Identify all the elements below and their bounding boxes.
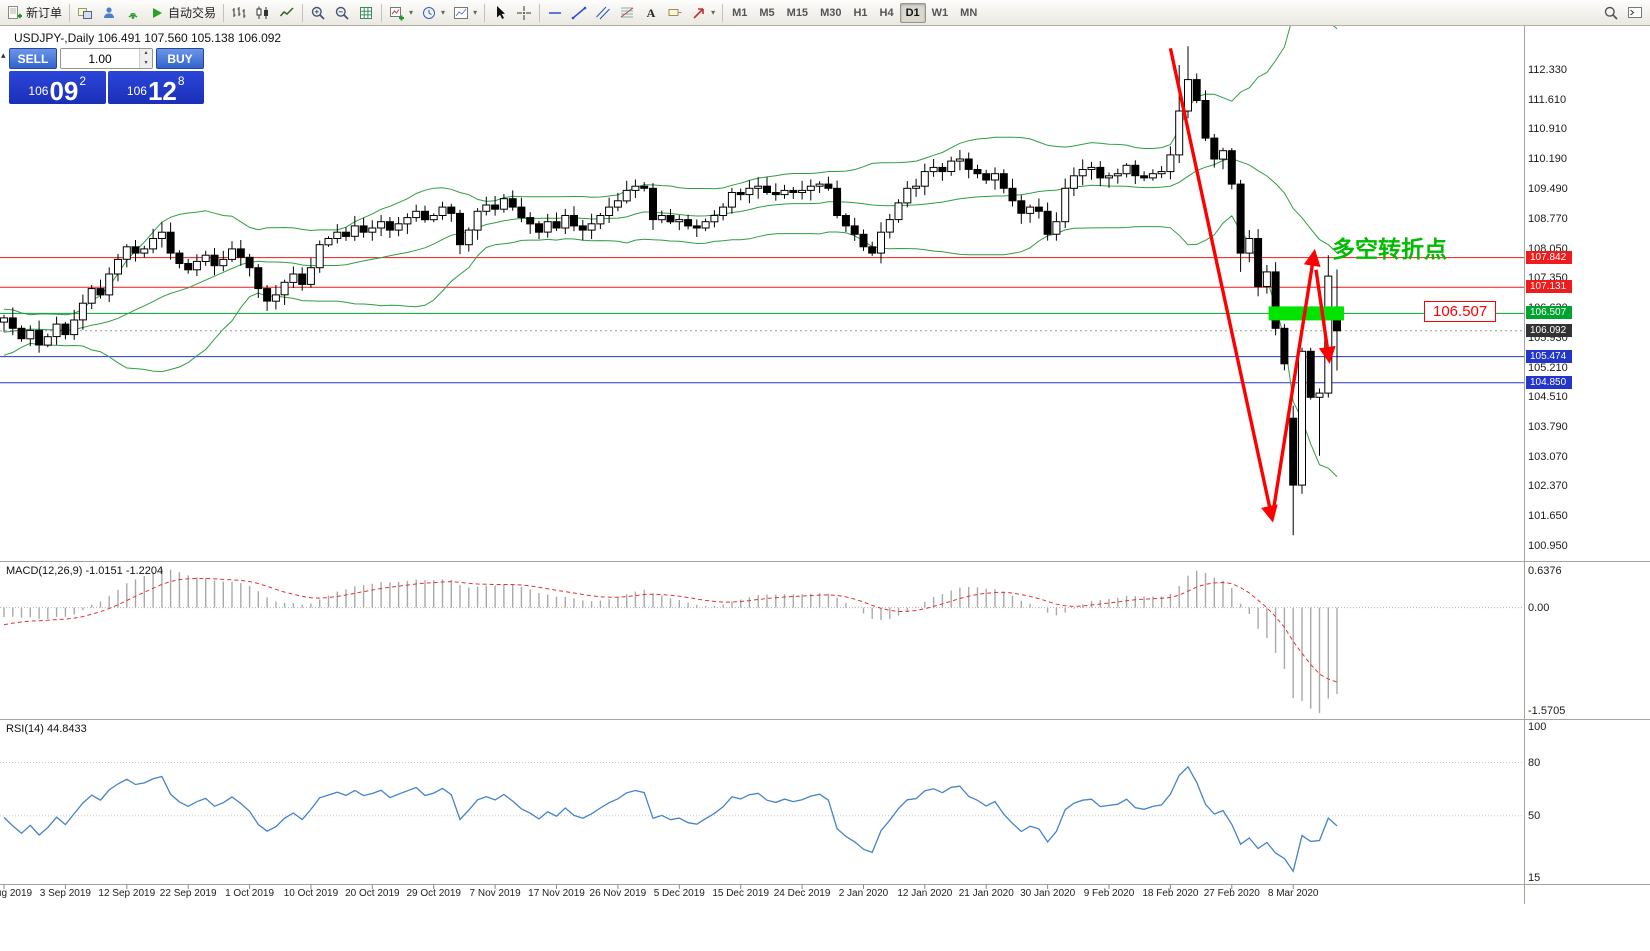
channel-icon [596,6,610,19]
timeframe-m1-button[interactable]: M1 [732,6,748,19]
timeframe-h1-button[interactable]: H1 [853,6,868,19]
timeframe-d1-button[interactable]: D1 [899,2,926,23]
periods-button[interactable]: ▾ [417,2,449,24]
search-button[interactable] [1599,2,1623,24]
grid-button[interactable] [354,2,378,24]
one-click-prices-row: 106 09 2 106 12 8 [9,71,204,104]
new-chart-button[interactable]: ▾ [385,2,417,24]
price-level-label[interactable]: 106.507 [1424,301,1497,322]
new-order-button[interactable]: 新订单 [3,2,66,24]
zoom-in-button[interactable] [306,2,330,24]
trend-arrows[interactable] [1168,47,1336,523]
zoomin-icon [311,6,325,20]
cursor-icon [497,5,506,19]
chart-canvas[interactable] [0,26,1650,951]
templates-button[interactable]: ▾ [449,2,481,24]
bars-icon [232,6,246,18]
crosshair-icon [517,5,532,20]
toolbar-separator [381,3,383,22]
timeframe-m15-button[interactable]: M15 [786,6,809,19]
symbol-ohlc-header: USDJPY-,Daily 106.491 107.560 105.138 10… [14,31,282,45]
fibonacci-tool-button[interactable] [615,2,639,24]
bid-pipette: 2 [79,74,87,88]
turning-point-annotation[interactable]: 多空转折点 [1332,236,1447,262]
layouts-icon [78,7,93,19]
ask-pips: 12 [147,76,177,106]
newchart-icon [390,6,405,20]
bid-big-figure: 106 [28,84,49,98]
price-pane[interactable] [0,26,1341,536]
zoomout-icon [335,6,349,20]
grid-icon [360,6,373,19]
one-click-controls-row: SELL ▴ ▾ BUY [9,48,204,69]
autotrading-button[interactable]: 自动交易 [145,2,220,24]
volume-input[interactable] [61,49,139,68]
profiles-button[interactable] [97,2,121,24]
trendline-icon [571,6,587,19]
candlestick-chart-button[interactable] [251,2,275,24]
toolbar-separator [484,3,486,22]
bid-price-display[interactable]: 106 09 2 [9,71,106,104]
hline-tool-button[interactable] [543,2,567,24]
main-toolbar: 新订单 自动交易 ▾ ▾ ▾ A ▾ M1 M5 M15 M30 H1 H4 D1 W1 MN [0,0,1650,26]
console-icon [1628,6,1642,18]
ask-price-display[interactable]: 106 12 8 [107,71,204,106]
timeframe-m30-button[interactable]: M30 [820,6,842,19]
ask-pipette: 8 [177,74,185,88]
crosshair-button[interactable] [512,2,536,24]
text-tool-button[interactable]: A [639,2,663,24]
layouts-button[interactable] [73,2,97,24]
cursor-button[interactable] [488,2,512,24]
profiles-icon [104,6,115,18]
text-icon: A [647,6,656,20]
hline-icon [549,11,562,14]
one-click-collapse-icon[interactable]: ▴ [1,50,6,60]
one-click-trading-panel: ▴ SELL ▴ ▾ BUY 106 09 2 [1,48,204,104]
arrows-tool-button[interactable]: ▾ [687,2,719,24]
zoom-out-button[interactable] [330,2,354,24]
connection-button[interactable] [121,2,145,24]
channel-tool-button[interactable] [591,2,615,24]
timeframe-mn-button[interactable]: MN [960,6,978,19]
volume-input-wrap: ▴ ▾ [60,48,153,69]
volume-increase-button[interactable]: ▴ [140,49,152,59]
arrowtool-icon [693,7,704,19]
buy-button[interactable]: BUY [156,48,204,69]
toolbar-separator [302,3,304,22]
timeframe-m5-button[interactable]: M5 [759,6,775,19]
timeframe-h4-button[interactable]: H4 [879,6,894,19]
macd-indicator-label: MACD(12,26,9) -1.0151 -1.2204 [6,565,164,577]
rsi-indicator-label: RSI(14) 44.8433 [6,723,87,735]
ask-big-figure: 106 [126,84,147,98]
line-chart-button[interactable] [275,2,299,24]
label-icon [668,8,682,16]
macd-histogram [3,569,1338,713]
search-icon [1604,6,1618,20]
volume-spinner: ▴ ▾ [139,49,152,68]
trendline-tool-button[interactable] [567,2,591,24]
fibo-icon [620,7,634,17]
toolbar-separator [722,3,724,22]
label-tool-button[interactable] [663,2,687,24]
toolbar-separator [539,3,541,22]
volume-decrease-button[interactable]: ▾ [140,58,152,68]
bar-chart-button[interactable] [227,2,251,24]
svg-text:A: A [647,6,656,20]
candles-icon [256,6,269,19]
autotrading-icon [153,7,163,18]
clock-icon [423,6,436,19]
sell-button[interactable]: SELL [9,48,57,69]
linechart-icon [279,6,294,16]
timeframe-w1-button[interactable]: W1 [931,6,949,19]
data-window-button[interactable] [1623,2,1647,24]
toolbar-separator [69,3,71,22]
connection-icon [128,12,138,19]
bid-pips: 09 [49,76,79,106]
toolbar-separator [223,3,225,22]
neworder-icon [8,5,22,19]
chart-window[interactable]: 112.330 111.610 110.910 110.190 109.490 108.7… [0,26,1650,951]
template-icon [454,6,469,19]
